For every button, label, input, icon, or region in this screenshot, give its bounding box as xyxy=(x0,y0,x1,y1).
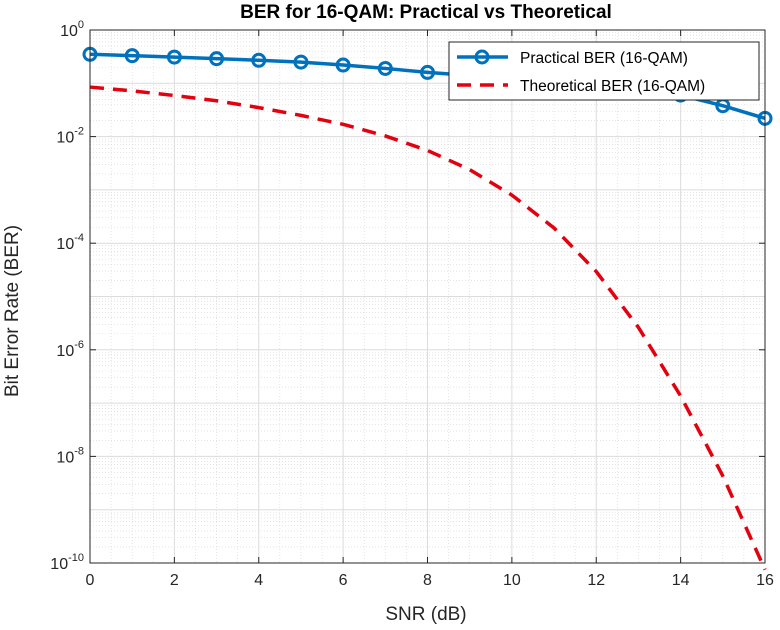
x-tick-label: 2 xyxy=(170,572,179,589)
x-tick-label: 0 xyxy=(86,572,95,589)
legend-label-0: Practical BER (16-QAM) xyxy=(520,50,688,67)
y-tick-label: 10-6 xyxy=(56,339,84,360)
data-point xyxy=(335,57,351,73)
x-tick-label: 8 xyxy=(423,572,432,589)
x-tick-label: 6 xyxy=(339,572,348,589)
y-tick-label: 10-8 xyxy=(56,445,84,466)
data-point xyxy=(124,48,140,64)
series-line-1 xyxy=(89,85,767,571)
minor-grid xyxy=(90,30,765,563)
y-tick-label: 10-4 xyxy=(56,232,84,253)
data-point xyxy=(377,60,393,76)
y-axis-label: Bit Error Rate (BER) xyxy=(2,225,23,397)
chart-title: BER for 16-QAM: Practical vs Theoretical xyxy=(240,2,612,23)
x-tick-label: 14 xyxy=(672,572,690,589)
tick-labels: 0 2 4 6 8 10 12 14 16 100 10-2 10-4 10-6 10-8 10-10 xyxy=(50,19,774,589)
x-tick-label: 16 xyxy=(756,572,774,589)
legend-label-1: Theoretical BER (16-QAM) xyxy=(520,78,705,95)
y-tick-label: 100 xyxy=(60,19,84,40)
y-tick-label: 10-2 xyxy=(56,126,84,147)
axis-ticks xyxy=(89,29,766,564)
x-tick-label: 4 xyxy=(254,572,263,589)
legend-box xyxy=(448,41,760,101)
data-point xyxy=(251,52,267,68)
data-point xyxy=(209,51,225,67)
legend: Practical BER (16-QAM) Theoretical BER (1… xyxy=(448,41,760,101)
data-point xyxy=(420,64,435,80)
data-point xyxy=(293,54,309,70)
x-axis-label: SNR (dB) xyxy=(385,604,466,625)
x-tick-label: 10 xyxy=(503,572,521,589)
y-tick-label: 10-10 xyxy=(50,552,84,573)
data-point xyxy=(166,49,182,65)
legend-marker-0 xyxy=(474,49,490,65)
x-tick-label: 12 xyxy=(587,572,605,589)
